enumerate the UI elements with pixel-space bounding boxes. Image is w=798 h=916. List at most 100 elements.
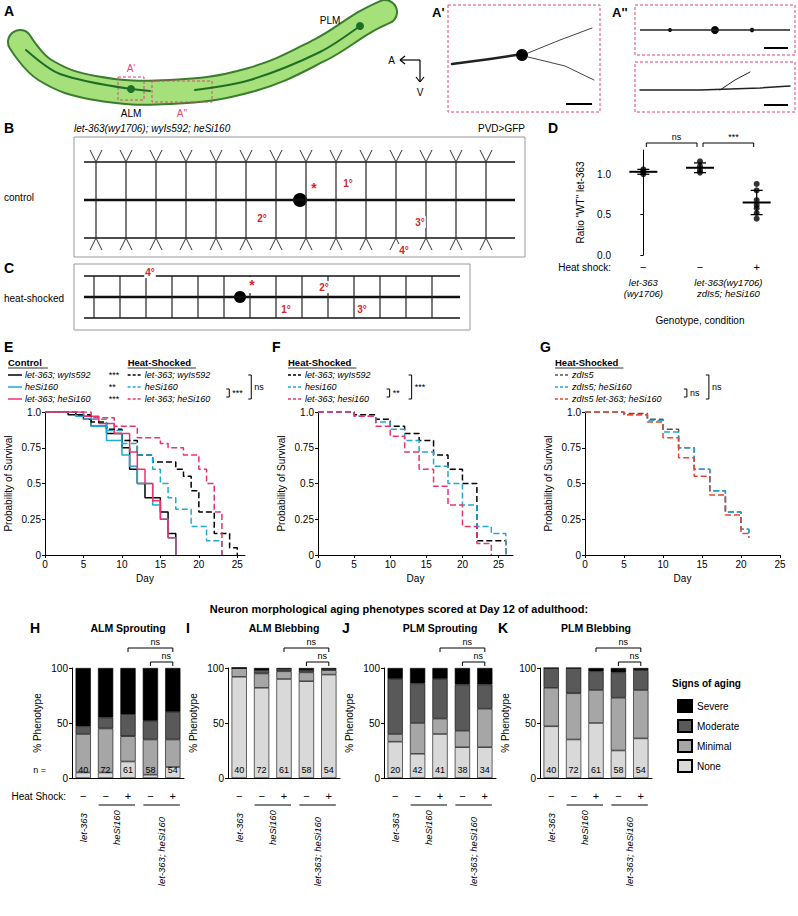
svg-text:ns: ns xyxy=(630,651,640,661)
svg-text:20: 20 xyxy=(457,559,469,570)
svg-text:PVD>GFP: PVD>GFP xyxy=(478,123,525,134)
svg-text:0: 0 xyxy=(308,550,314,561)
svg-text:let-363: let-363 xyxy=(629,277,659,288)
svg-text:***: *** xyxy=(415,382,426,392)
svg-text:Heat-Shocked: Heat-Shocked xyxy=(555,357,619,368)
svg-text:0: 0 xyxy=(42,559,48,570)
svg-text:zdIs5; heSi160: zdIs5; heSi160 xyxy=(696,288,761,299)
svg-text:let-363; heSi160: let-363; heSi160 xyxy=(468,816,479,886)
svg-text:Heat shock:: Heat shock: xyxy=(558,262,611,273)
svg-text:ns: ns xyxy=(462,637,472,647)
svg-text:Control: Control xyxy=(8,357,42,368)
svg-text:+: + xyxy=(753,261,759,273)
svg-text:ns: ns xyxy=(672,132,682,142)
svg-text:0.0: 0.0 xyxy=(597,250,611,261)
svg-text:58: 58 xyxy=(145,765,155,775)
svg-text:I: I xyxy=(186,620,190,636)
svg-text:−: − xyxy=(697,261,703,273)
svg-text:4°: 4° xyxy=(145,267,155,278)
svg-text:58: 58 xyxy=(301,765,311,775)
svg-text:+: + xyxy=(482,790,488,802)
svg-text:Probability of Survival: Probability of Survival xyxy=(3,435,14,531)
svg-text:+: + xyxy=(326,790,332,802)
svg-text:100: 100 xyxy=(363,663,380,674)
svg-text:ALM Blebbing: ALM Blebbing xyxy=(249,622,320,634)
svg-text:−: − xyxy=(236,790,242,802)
svg-text:0: 0 xyxy=(374,773,380,784)
svg-text:% Phenotype: % Phenotype xyxy=(500,693,511,753)
svg-text:−: − xyxy=(640,261,646,273)
svg-text:10: 10 xyxy=(657,559,669,570)
svg-text:D: D xyxy=(548,120,558,136)
svg-text:50: 50 xyxy=(525,718,537,729)
svg-text:ns: ns xyxy=(474,651,484,661)
svg-text:0.5: 0.5 xyxy=(567,478,581,489)
svg-text:41: 41 xyxy=(435,765,445,775)
svg-text:+: + xyxy=(638,790,644,802)
svg-text:20: 20 xyxy=(390,765,400,775)
svg-text:*: * xyxy=(249,277,255,293)
svg-text:0.5: 0.5 xyxy=(27,478,41,489)
svg-text:let-363; wyIs592: let-363; wyIs592 xyxy=(305,370,371,380)
svg-text:+: + xyxy=(125,790,131,802)
svg-text:**: ** xyxy=(109,382,117,392)
svg-text:3°: 3° xyxy=(415,217,425,228)
svg-text:0.75: 0.75 xyxy=(562,442,582,453)
svg-text:61: 61 xyxy=(123,765,133,775)
svg-text:−: − xyxy=(414,790,420,802)
svg-text:10: 10 xyxy=(116,559,128,570)
svg-text:0: 0 xyxy=(35,550,41,561)
svg-text:1.0: 1.0 xyxy=(27,407,41,418)
svg-text:let-363: let-363 xyxy=(546,812,557,842)
svg-text:100: 100 xyxy=(207,663,224,674)
svg-text:−: − xyxy=(392,790,398,802)
svg-text:61: 61 xyxy=(591,765,601,775)
svg-text:Heat Shock:: Heat Shock: xyxy=(12,791,66,802)
svg-text:let-363(wy1706): let-363(wy1706) xyxy=(694,277,762,288)
svg-text:Genotype, condition: Genotype, condition xyxy=(656,315,745,326)
svg-text:+: + xyxy=(437,790,443,802)
svg-text:2°: 2° xyxy=(257,213,267,224)
svg-text:40: 40 xyxy=(234,765,244,775)
svg-text:zdIs5: zdIs5 xyxy=(571,370,595,380)
svg-text:−: − xyxy=(615,790,621,802)
svg-text:Probability of Survival: Probability of Survival xyxy=(276,435,287,531)
svg-text:25: 25 xyxy=(774,559,786,570)
svg-text:72: 72 xyxy=(257,765,267,775)
svg-text:Probability of Survival: Probability of Survival xyxy=(543,435,554,531)
svg-text:100: 100 xyxy=(51,663,68,674)
svg-text:heSi160: heSi160 xyxy=(267,809,278,845)
svg-text:58: 58 xyxy=(613,765,623,775)
svg-text:heSi160: heSi160 xyxy=(25,382,58,392)
svg-text:let-363; wyIs592: let-363; wyIs592 xyxy=(25,370,91,380)
svg-text:ns: ns xyxy=(254,382,264,392)
svg-text:0.75: 0.75 xyxy=(22,442,42,453)
svg-text:let-363: let-363 xyxy=(390,812,401,842)
svg-text:ALM Sprouting: ALM Sprouting xyxy=(90,622,165,634)
svg-text:+: + xyxy=(170,790,176,802)
svg-text:Heat-Shocked: Heat-Shocked xyxy=(128,357,192,368)
svg-text:G: G xyxy=(540,339,551,355)
svg-text:15: 15 xyxy=(155,559,167,570)
svg-text:***: *** xyxy=(728,132,739,142)
svg-text:54: 54 xyxy=(168,765,178,775)
svg-text:72: 72 xyxy=(569,765,579,775)
svg-text:−: − xyxy=(303,790,309,802)
svg-text:100: 100 xyxy=(519,663,536,674)
svg-text:A: A xyxy=(388,55,395,66)
svg-text:(wy1706): (wy1706) xyxy=(624,288,663,299)
svg-text:−: − xyxy=(548,790,554,802)
svg-text:None: None xyxy=(697,761,721,772)
svg-text:let-363: let-363 xyxy=(234,812,245,842)
svg-text:1°: 1° xyxy=(343,178,353,189)
svg-text:ns: ns xyxy=(162,651,172,661)
svg-text:+: + xyxy=(593,790,599,802)
svg-text:hesi160: hesi160 xyxy=(305,382,337,392)
svg-text:let-363; heSi160: let-363; heSi160 xyxy=(25,394,91,404)
svg-text:10: 10 xyxy=(385,559,397,570)
svg-text:A'': A'' xyxy=(177,108,188,119)
svg-text:Ratio "WT" let-363: Ratio "WT" let-363 xyxy=(575,161,586,244)
svg-text:let-363; hesi160: let-363; hesi160 xyxy=(305,394,369,404)
svg-text:let-363; heSi160: let-363; heSi160 xyxy=(145,394,211,404)
svg-text:heSi160: heSi160 xyxy=(111,809,122,845)
